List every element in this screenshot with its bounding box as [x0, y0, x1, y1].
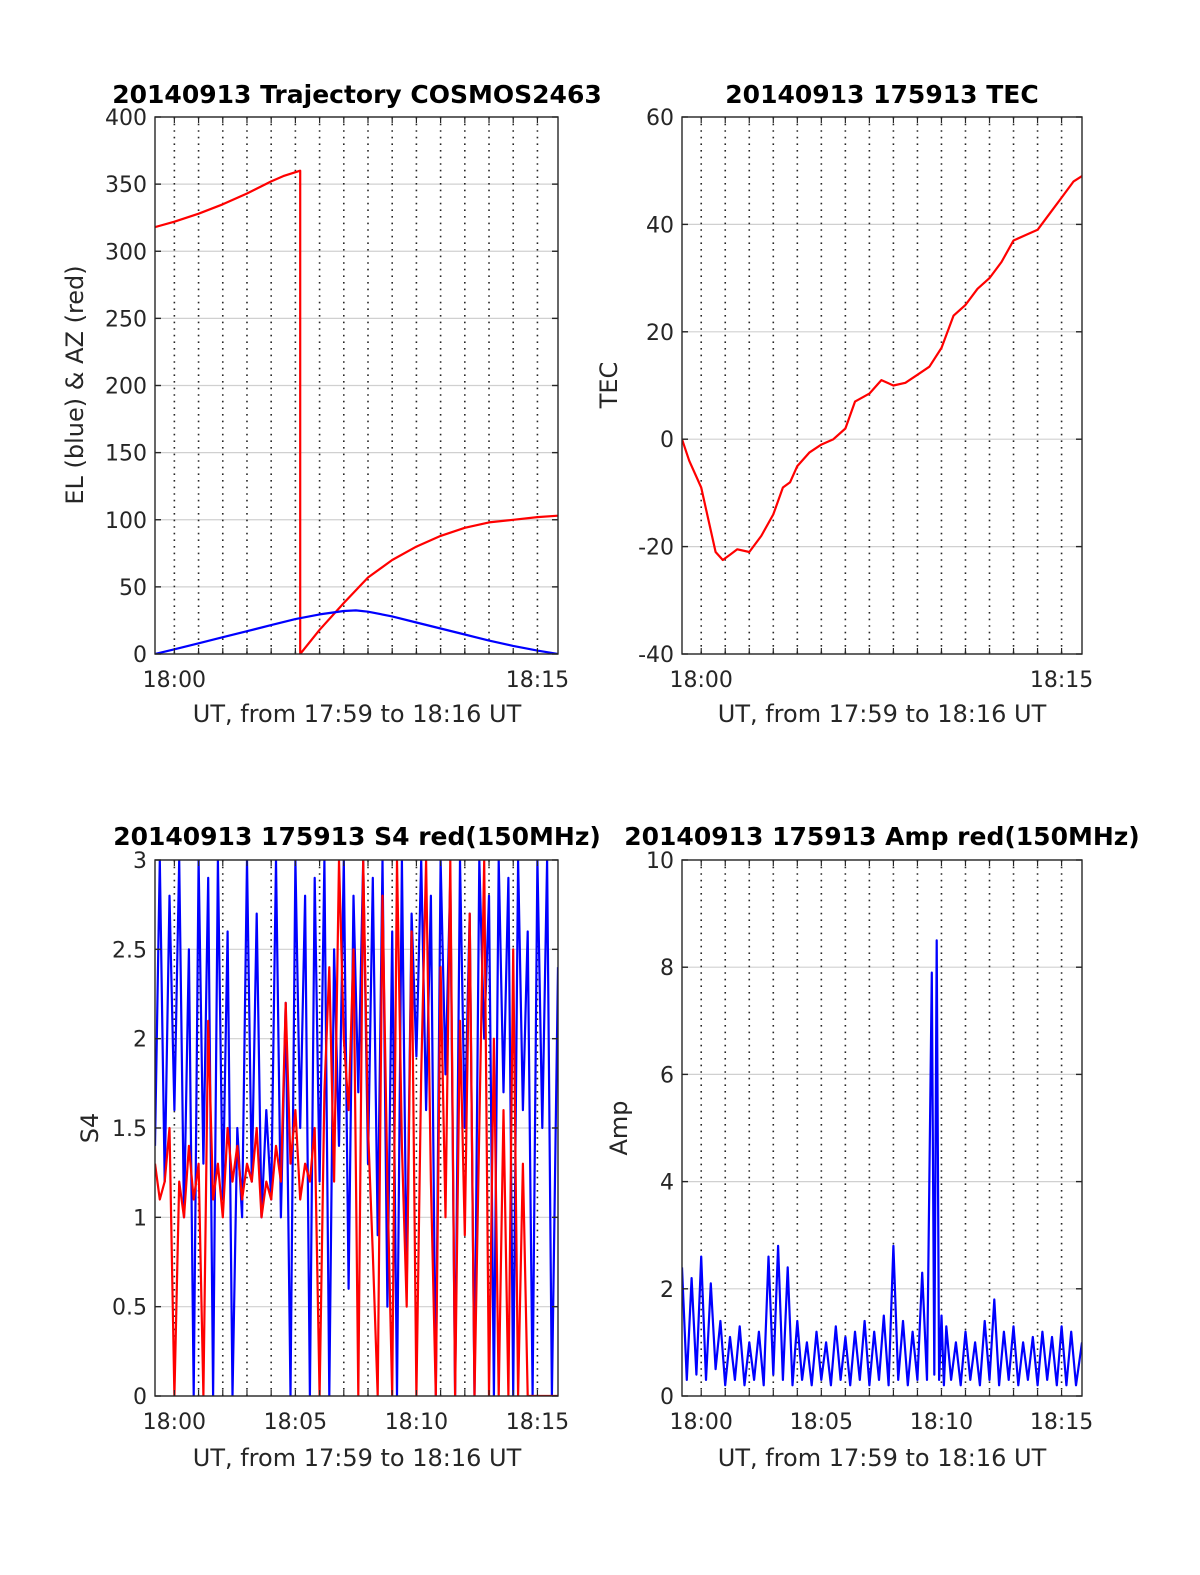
s4-ytick-label: 1.5 — [112, 1117, 147, 1142]
amp-title: 20140913 175913 Amp red(150MHz) — [624, 822, 1140, 851]
s4-ylabel: S4 — [76, 1113, 104, 1144]
amp-ytick-label: 8 — [660, 956, 674, 981]
trajectory-ylabel: EL (blue) & AZ (red) — [61, 265, 89, 504]
trajectory-xlabel: UT, from 17:59 to 18:16 UT — [193, 700, 522, 728]
tec-ytick-label: 0 — [660, 428, 674, 453]
trajectory-ytick-label: 200 — [105, 375, 147, 400]
trajectory-plot: 0 50 100 150 200 250 300 350 400 18:00 18:15 — [105, 106, 569, 693]
amp-plot: 0 2 4 6 8 10 18:00 18:05 18:10 18:15 — [646, 849, 1093, 1435]
amp-axes-box — [681, 859, 1083, 1397]
amp-series-amp — [682, 939, 1082, 1387]
amp-xtick-label: 18:00 — [670, 1410, 733, 1435]
amp-ytick-label: 6 — [660, 1063, 674, 1088]
s4-series-s4_blue — [155, 860, 558, 1396]
amp-ytick-label: 10 — [646, 849, 674, 874]
trajectory-series-az — [155, 169, 558, 654]
amp-ytick-label: 4 — [660, 1171, 674, 1196]
tec-xlabel: UT, from 17:59 to 18:16 UT — [718, 700, 1047, 728]
amp-xtick-label: 18:10 — [910, 1410, 973, 1435]
trajectory-series-el — [155, 609, 558, 654]
tec-panel: 20140913 175913 TEC -40 -20 0 20 40 60 18:00 18… — [595, 80, 1093, 728]
amp-ytick-label: 2 — [660, 1278, 674, 1303]
trajectory-ytick-label: 100 — [105, 509, 147, 534]
tec-ytick-label: 20 — [646, 321, 674, 346]
tec-xtick-label: 18:00 — [670, 668, 733, 693]
tec-ytick-label: 40 — [646, 213, 674, 238]
s4-xtick-label: 18:15 — [506, 1410, 569, 1435]
trajectory-xtick-label: 18:15 — [506, 668, 569, 693]
s4-series-s4_red — [155, 860, 558, 1396]
tec-axes-box — [681, 116, 1083, 655]
trajectory-ytick-label: 50 — [119, 576, 147, 601]
s4-ytick-label: 3 — [133, 849, 147, 874]
s4-ytick-label: 0 — [133, 1385, 147, 1410]
trajectory-ytick-label: 350 — [105, 173, 147, 198]
tec-plot: -40 -20 0 20 40 60 18:00 18:15 — [638, 106, 1093, 693]
s4-panel: 20140913 175913 S4 red(150MHz) 0 0.5 1 1.5 2… — [76, 822, 601, 1472]
tec-ytick-label: -20 — [638, 536, 674, 561]
trajectory-title: 20140913 Trajectory COSMOS2463 — [112, 80, 602, 109]
s4-plot: 0 0.5 1 1.5 2 2.5 3 18:00 18:05 18:10 18:15 — [112, 849, 569, 1435]
amp-ytick-label: 0 — [660, 1385, 674, 1410]
amp-xtick-label: 18:05 — [790, 1410, 853, 1435]
trajectory-ytick-label: 400 — [105, 106, 147, 131]
s4-xtick-label: 18:00 — [143, 1410, 206, 1435]
s4-xtick-label: 18:05 — [264, 1410, 327, 1435]
s4-title: 20140913 175913 S4 red(150MHz) — [113, 822, 601, 851]
trajectory-ytick-label: 300 — [105, 240, 147, 265]
trajectory-ytick-label: 0 — [133, 643, 147, 668]
s4-xlabel: UT, from 17:59 to 18:16 UT — [193, 1444, 522, 1472]
s4-xtick-label: 18:10 — [385, 1410, 448, 1435]
amp-ylabel: Amp — [605, 1100, 633, 1155]
amp-xtick-label: 18:15 — [1030, 1410, 1093, 1435]
s4-ytick-label: 2 — [133, 1028, 147, 1053]
amp-panel: 20140913 175913 Amp red(150MHz) 0 2 4 6 8 10 1… — [605, 822, 1140, 1472]
tec-title: 20140913 175913 TEC — [725, 80, 1038, 109]
tec-ytick-label: 60 — [646, 106, 674, 131]
amp-xlabel: UT, from 17:59 to 18:16 UT — [718, 1444, 1047, 1472]
tec-ytick-label: -40 — [638, 643, 674, 668]
s4-ytick-label: 1 — [133, 1206, 147, 1231]
trajectory-xtick-label: 18:00 — [143, 668, 206, 693]
tec-series-tec — [682, 175, 1082, 562]
trajectory-ytick-label: 150 — [105, 442, 147, 467]
trajectory-panel: 20140913 Trajectory COSMOS2463 0 50 100 150… — [61, 80, 602, 728]
s4-ytick-label: 0.5 — [112, 1296, 147, 1321]
trajectory-ytick-label: 250 — [105, 307, 147, 332]
tec-ylabel: TEC — [595, 362, 623, 410]
tec-xtick-label: 18:15 — [1030, 668, 1093, 693]
s4-ytick-label: 2.5 — [112, 938, 147, 963]
